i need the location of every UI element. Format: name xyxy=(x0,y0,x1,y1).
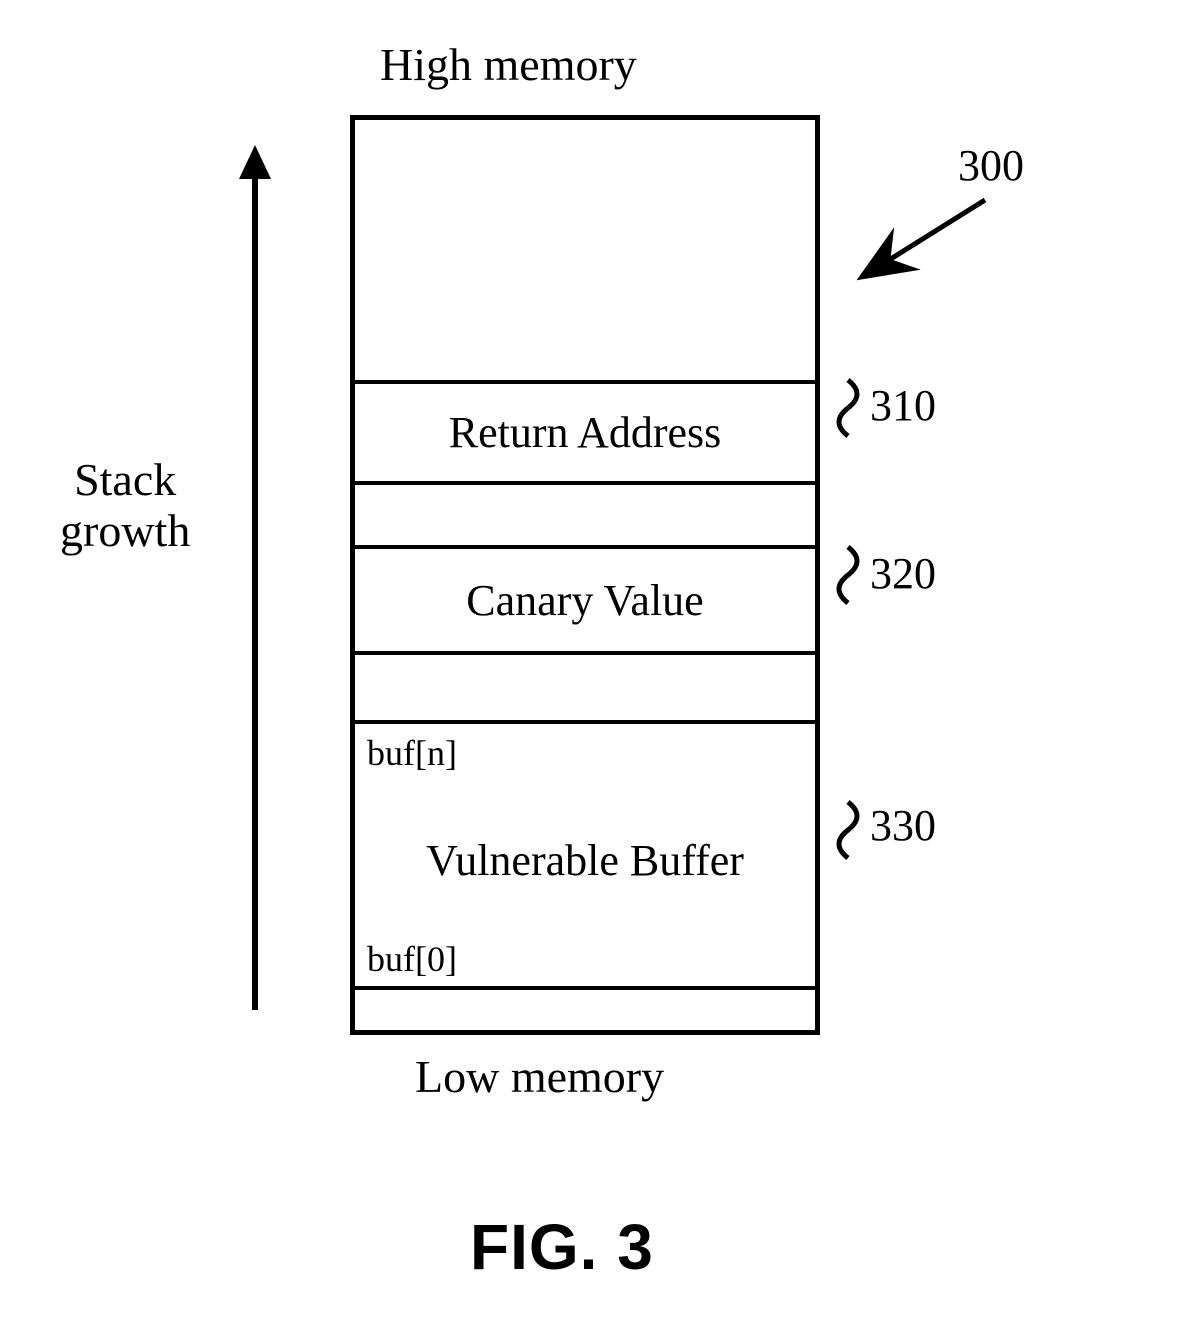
callout-320-label: 320 xyxy=(870,548,936,599)
figure-canvas: High memory Return Address Canary Value … xyxy=(0,0,1204,1343)
callout-300-label: 300 xyxy=(958,140,1024,191)
callout-310-label: 310 xyxy=(870,380,936,431)
callout-300-arrow xyxy=(0,0,1204,1343)
callout-330-label: 330 xyxy=(870,800,936,851)
low-memory-label: Low memory xyxy=(415,1050,664,1103)
figure-caption: FIG. 3 xyxy=(470,1210,654,1284)
